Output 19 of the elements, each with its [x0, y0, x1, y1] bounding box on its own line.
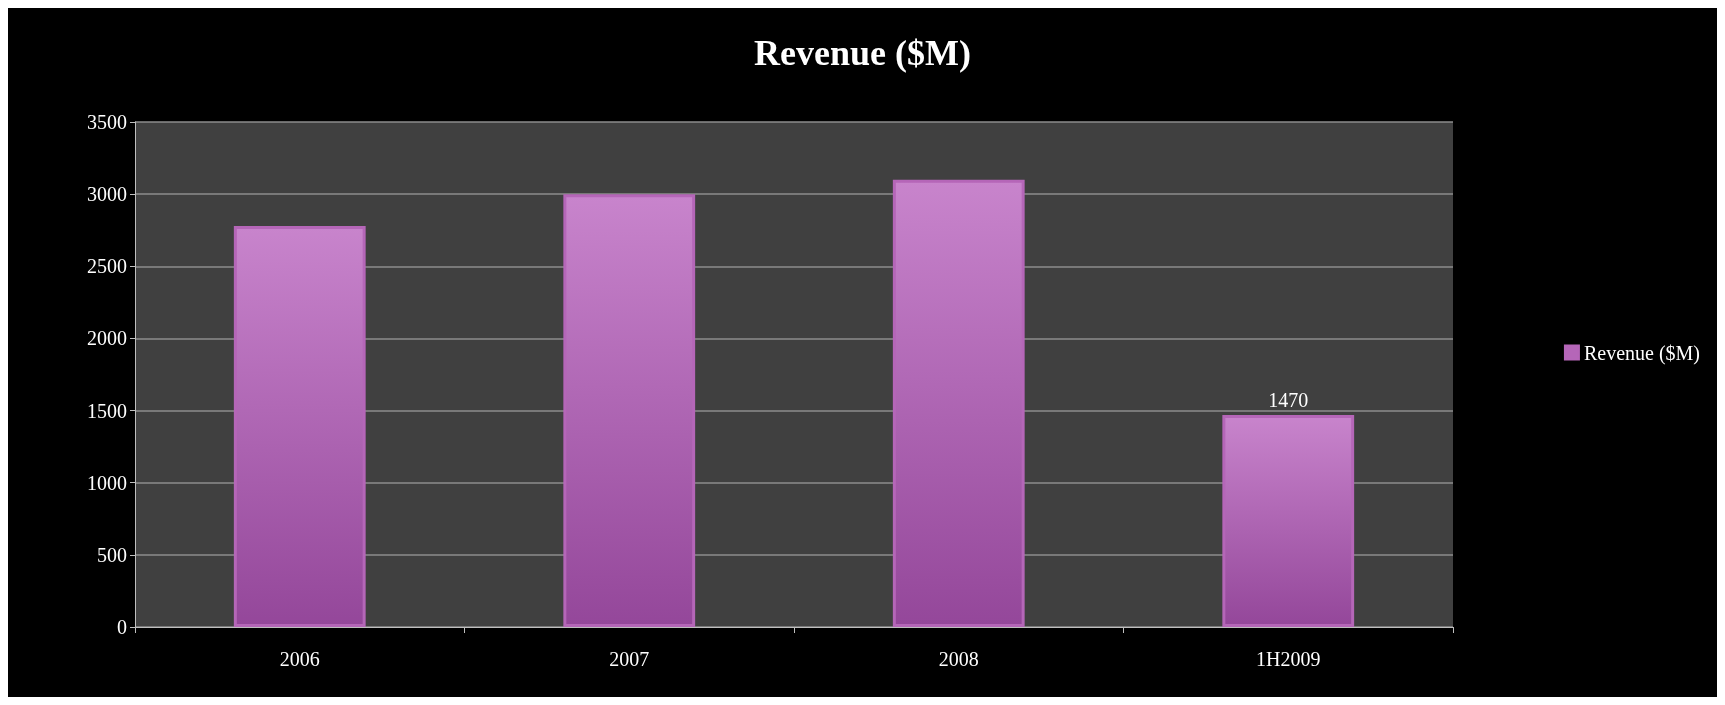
chart-title: Revenue ($M) [754, 33, 971, 73]
x-tick-label: 2008 [938, 648, 979, 670]
y-tick-label: 2500 [87, 255, 127, 278]
bar [1222, 414, 1355, 627]
y-tick-label: 1500 [87, 399, 127, 422]
bar [233, 225, 366, 627]
bar [892, 179, 1025, 627]
x-tick-label: 1H2009 [1256, 648, 1321, 670]
bar [563, 194, 696, 627]
legend-label: Revenue ($M) [1583, 341, 1700, 365]
y-tick-label: 500 [97, 543, 127, 566]
y-tick-label: 3000 [87, 183, 127, 206]
x-tick-label: 2006 [279, 648, 320, 670]
y-tick-label: 3500 [87, 111, 127, 133]
data-label: 1470 [1268, 388, 1309, 411]
y-tick-label: 1000 [87, 471, 127, 494]
y-tick-label: 0 [117, 616, 127, 638]
x-tick-label: 2007 [609, 648, 650, 670]
y-tick-label: 2000 [87, 327, 127, 350]
